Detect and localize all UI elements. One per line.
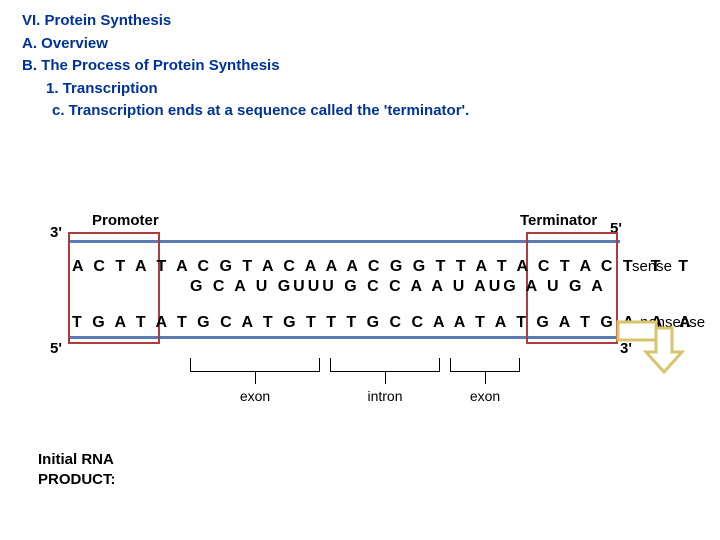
- rna-sequence: G C A U GUUU G C C A A U AUG A U G A: [190, 278, 606, 296]
- initial-rna-product-label: Initial RNA PRODUCT:: [38, 450, 116, 489]
- region-bracket: [190, 358, 320, 372]
- end-3p-top: 3': [50, 224, 62, 241]
- bracket-stem: [255, 372, 256, 384]
- heading-block: VI. Protein Synthesis A. Overview B. The…: [22, 10, 469, 123]
- footer-line2: PRODUCT:: [38, 470, 116, 490]
- sense-tag: sense: [632, 258, 672, 275]
- region-label-exon: exon: [240, 388, 270, 404]
- region-bracket: [330, 358, 440, 372]
- bracket-stem: [485, 372, 486, 384]
- heading-c: c. Transcription ends at a sequence call…: [52, 100, 469, 123]
- terminator-label: Terminator: [520, 212, 597, 229]
- region-label-exon: exon: [470, 388, 500, 404]
- transcription-diagram: Promoter Terminator 3' 5' 5' 3' A C T A …: [40, 210, 680, 410]
- sense-sequence: A C T A T A C G T A C A A A C G G T T A …: [72, 258, 691, 276]
- rna-product-arrow-icon: [616, 320, 686, 374]
- heading-a: A. Overview: [22, 33, 469, 56]
- region-bracket: [450, 358, 520, 372]
- heading-b: B. The Process of Protein Synthesis: [22, 55, 469, 78]
- footer-line1: Initial RNA: [38, 450, 116, 470]
- end-5p-bot: 5': [50, 340, 62, 357]
- promoter-label: Promoter: [92, 212, 159, 229]
- heading-vi: VI. Protein Synthesis: [22, 10, 469, 33]
- region-label-intron: intron: [367, 388, 402, 404]
- nonsense-sequence: T G A T A T G C A T G T T T G C C A A T …: [72, 314, 694, 332]
- heading-1: 1. Transcription: [46, 78, 469, 101]
- bracket-stem: [385, 372, 386, 384]
